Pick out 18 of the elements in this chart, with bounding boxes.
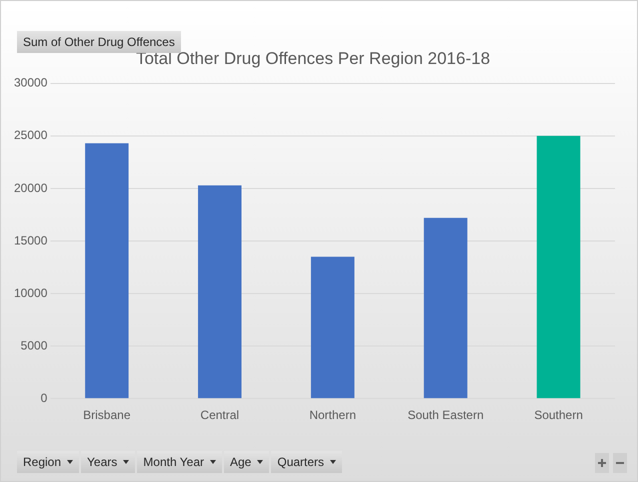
y-tick-label: 5000 [20,338,48,352]
x-tick-label: Brisbane [83,408,131,422]
x-tick-label: South Eastern [408,408,484,422]
text: Years [87,455,118,469]
y-tick-label: 10000 [14,286,48,300]
text: Sum of Other Drug Offences [23,35,175,49]
text: Month Year [143,455,204,469]
y-tick-label: 0 [40,390,48,405]
y-tick-label: 25000 [14,128,48,142]
x-tick-label: Northern [309,408,356,422]
x-tick-label: Southern [534,408,583,422]
y-tick-label: 30000 [14,76,48,90]
x-tick-label: Central [200,408,240,422]
y-tick-label: 20000 [14,180,48,195]
text: Age [230,455,252,469]
y-tick-label: 15000 [14,233,48,248]
text: Quarters [277,455,324,469]
text: Region [23,455,62,469]
